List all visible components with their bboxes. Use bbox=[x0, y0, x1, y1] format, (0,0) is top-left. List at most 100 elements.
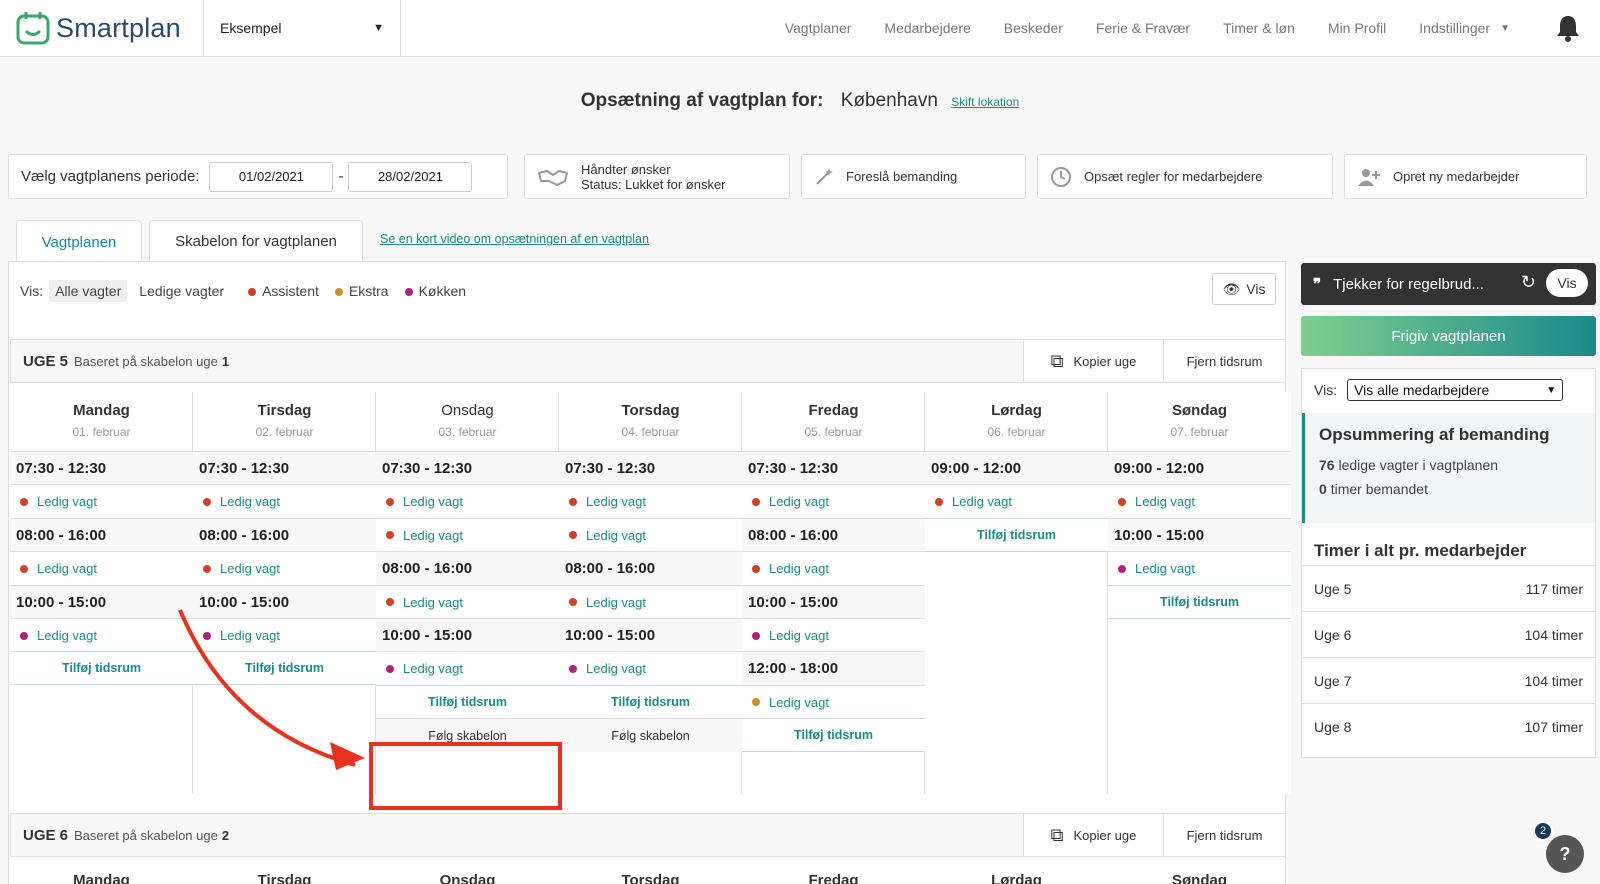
eye-icon: 👁 bbox=[1222, 280, 1241, 297]
free-shift[interactable]: Ledig vagt bbox=[559, 484, 742, 519]
free-shift[interactable]: Ledig vagt bbox=[376, 584, 559, 619]
employee-filter-label: Vis: bbox=[1314, 382, 1338, 398]
filter-free-shifts[interactable]: Ledige vagter bbox=[139, 283, 225, 299]
time-slot[interactable]: 07:30 - 12:30 bbox=[193, 451, 376, 485]
follow-template-button[interactable]: Følg skabelon bbox=[376, 718, 559, 753]
help-button[interactable]: ? bbox=[1546, 835, 1584, 873]
video-link[interactable]: Se en kort video om opsætningen af en va… bbox=[380, 232, 649, 246]
free-shift[interactable]: Ledig vagt bbox=[925, 484, 1108, 519]
time-slot[interactable]: 07:30 - 12:30 bbox=[559, 451, 742, 485]
shift-color-dot bbox=[20, 497, 28, 506]
location-name: København bbox=[840, 90, 938, 111]
free-shift[interactable]: Ledig vagt bbox=[10, 551, 193, 586]
time-slot[interactable]: 09:00 - 12:00 bbox=[925, 451, 1108, 485]
day-name: Mandag bbox=[73, 872, 130, 884]
time-slot[interactable]: 10:00 - 15:00 bbox=[10, 584, 193, 619]
rule-checker-show-button[interactable]: Vis bbox=[1546, 269, 1588, 297]
free-shift[interactable]: Ledig vagt bbox=[376, 517, 559, 552]
time-slot[interactable]: 10:00 - 15:00 bbox=[1108, 517, 1291, 552]
copy-week-button[interactable]: ⧉ Kopier uge bbox=[1023, 814, 1163, 856]
free-shift[interactable]: Ledig vagt bbox=[1108, 551, 1291, 586]
location-select[interactable]: Eksempel ▼ bbox=[203, 0, 401, 56]
add-slot-button[interactable]: Tilføj tidsrum bbox=[559, 684, 742, 719]
filter-all-shifts[interactable]: Alle vagter bbox=[49, 280, 128, 302]
free-shift[interactable]: Ledig vagt bbox=[193, 484, 376, 519]
employee-filter-select[interactable]: Vis alle medarbejdere ▼ bbox=[1347, 379, 1564, 401]
free-shift[interactable]: Ledig vagt bbox=[559, 517, 742, 552]
view-button[interactable]: 👁 Vis bbox=[1212, 273, 1276, 305]
free-shift[interactable]: Ledig vagt bbox=[559, 651, 742, 686]
time-slot[interactable]: 08:00 - 16:00 bbox=[376, 551, 559, 586]
free-shift[interactable]: Ledig vagt bbox=[742, 684, 925, 719]
caret-down-icon[interactable]: ▼ bbox=[1500, 22, 1510, 34]
free-shift[interactable]: Ledig vagt bbox=[559, 584, 742, 619]
day-column: Søndag 07. februar 09:00 - 12:00 Ledig vagt… bbox=[1108, 392, 1291, 794]
remove-slots-button[interactable]: Fjern tidsrum bbox=[1163, 814, 1285, 856]
add-slot-button[interactable]: Tilføj tidsrum bbox=[10, 651, 193, 686]
staffing-summary-title: Opsummering af bemanding bbox=[1319, 425, 1550, 444]
free-shift[interactable]: Ledig vagt bbox=[193, 618, 376, 652]
tab-skabelon[interactable]: Skabelon for vagtplanen bbox=[149, 220, 363, 262]
brand-logo[interactable]: Smartplan bbox=[16, 8, 181, 48]
publish-button[interactable]: Frigiv vagtplanen bbox=[1301, 316, 1596, 356]
time-slot[interactable]: 08:00 - 16:00 bbox=[559, 551, 742, 586]
free-shift[interactable]: Ledig vagt bbox=[10, 618, 193, 652]
free-shift[interactable]: Ledig vagt bbox=[376, 484, 559, 519]
refresh-icon[interactable]: ↻ bbox=[1520, 272, 1536, 292]
hours-value: 107 timer bbox=[1524, 718, 1583, 735]
free-shift[interactable]: Ledig vagt bbox=[10, 484, 193, 519]
free-shift[interactable]: Ledig vagt bbox=[742, 551, 925, 586]
free-shift[interactable]: Ledig vagt bbox=[376, 651, 559, 686]
day-date: 03. februar bbox=[438, 425, 497, 439]
nav-item-profil[interactable]: Min Profil bbox=[1327, 20, 1387, 36]
time-slot[interactable]: 10:00 - 15:00 bbox=[742, 584, 925, 619]
hours-per-employee-title: Timer i alt pr. medarbejder bbox=[1314, 541, 1527, 560]
time-slot[interactable]: 09:00 - 12:00 bbox=[1108, 451, 1291, 485]
time-slot[interactable]: 10:00 - 15:00 bbox=[193, 584, 376, 619]
nav-item-beskeder[interactable]: Beskeder bbox=[1003, 20, 1063, 36]
time-slot[interactable]: 08:00 - 16:00 bbox=[10, 517, 193, 552]
add-slot-button[interactable]: Tilføj tidsrum bbox=[925, 517, 1108, 552]
add-slot-button[interactable]: Tilføj tidsrum bbox=[742, 718, 925, 753]
handle-wishes-status: Status: Lukket for ønsker bbox=[581, 176, 726, 192]
free-shift[interactable]: Ledig vagt bbox=[742, 484, 925, 519]
nav-item-indstillinger[interactable]: Indstillinger bbox=[1419, 20, 1491, 36]
handshake-icon bbox=[537, 169, 569, 186]
setup-rules-button[interactable]: Opsæt regler for medarbejdere bbox=[1037, 154, 1333, 199]
tab-vagtplanen[interactable]: Vagtplanen bbox=[16, 220, 142, 263]
clock-icon bbox=[1051, 166, 1071, 187]
add-slot-button[interactable]: Tilføj tidsrum bbox=[376, 684, 559, 719]
remove-slots-button[interactable]: Fjern tidsrum bbox=[1163, 340, 1285, 382]
add-slot-button[interactable]: Tilføj tidsrum bbox=[1108, 584, 1291, 619]
change-location-link[interactable]: Skift lokation bbox=[951, 95, 1020, 109]
nav-item-ferie[interactable]: Ferie & Fravær bbox=[1095, 20, 1191, 36]
time-slot[interactable]: 08:00 - 16:00 bbox=[193, 517, 376, 552]
free-shift[interactable]: Ledig vagt bbox=[193, 551, 376, 586]
shift-color-dot bbox=[752, 497, 760, 506]
time-slot[interactable]: 10:00 - 15:00 bbox=[559, 618, 742, 652]
copy-week-button[interactable]: ⧉ Kopier uge bbox=[1023, 340, 1163, 382]
suggest-staffing-button[interactable]: Foreslå bemanding bbox=[801, 154, 1026, 199]
time-slot[interactable]: 10:00 - 15:00 bbox=[376, 618, 559, 652]
page-title-text: Opsætning af vagtplan for: bbox=[580, 90, 824, 111]
free-shift-label: Ledig vagt bbox=[586, 527, 646, 543]
time-slot[interactable]: 07:30 - 12:30 bbox=[376, 451, 559, 485]
legend-dot bbox=[404, 288, 413, 296]
nav-item-medarbejdere[interactable]: Medarbejdere bbox=[884, 20, 971, 36]
legend-assistent: Assistent bbox=[248, 283, 319, 299]
time-slot[interactable]: 08:00 - 16:00 bbox=[742, 517, 925, 552]
time-slot[interactable]: 07:30 - 12:30 bbox=[10, 451, 193, 485]
period-to-input[interactable]: 28/02/2021 bbox=[348, 161, 473, 192]
time-slot[interactable]: 07:30 - 12:30 bbox=[742, 451, 925, 485]
day-name: Lørdag bbox=[991, 872, 1042, 884]
time-slot[interactable]: 12:00 - 18:00 bbox=[742, 651, 925, 686]
follow-template-button[interactable]: Følg skabelon bbox=[559, 718, 742, 753]
handle-wishes-button[interactable]: Håndter ønsker Status: Lukket for ønsker bbox=[524, 154, 790, 199]
period-from-input[interactable]: 01/02/2021 bbox=[209, 161, 334, 192]
nav-item-vagtplaner[interactable]: Vagtplaner bbox=[784, 20, 852, 36]
create-employee-button[interactable]: Opret ny medarbejder bbox=[1344, 154, 1587, 199]
nav-item-timer[interactable]: Timer & løn bbox=[1223, 20, 1295, 36]
free-shift[interactable]: Ledig vagt bbox=[1108, 484, 1291, 519]
bell-icon[interactable] bbox=[1555, 14, 1581, 42]
free-shift[interactable]: Ledig vagt bbox=[742, 618, 925, 652]
